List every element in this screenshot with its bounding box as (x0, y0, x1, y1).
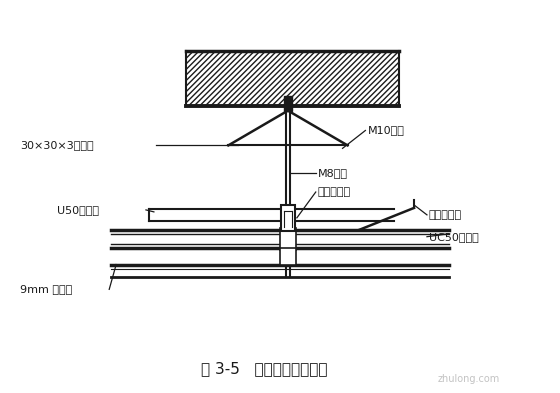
Text: 主龙骨吊件: 主龙骨吊件 (318, 187, 351, 197)
Text: 9mm 石膏板: 9mm 石膏板 (20, 285, 72, 294)
Text: zhulong.com: zhulong.com (437, 374, 500, 384)
Text: U50主龙骨: U50主龙骨 (57, 205, 99, 215)
Bar (186, 51, 399, 106)
Text: M10胀栓: M10胀栓 (367, 125, 404, 136)
Text: 30×30×3角钢件: 30×30×3角钢件 (20, 140, 94, 151)
Bar (280, 228, 296, 250)
Text: M8吊筋: M8吊筋 (318, 168, 348, 178)
Bar (280, 248, 296, 264)
Text: UC50次龙骨: UC50次龙骨 (429, 232, 479, 242)
Text: 图 3-5   石膏板吊顶剖面图: 图 3-5 石膏板吊顶剖面图 (200, 361, 327, 376)
Bar (281, 205, 295, 231)
Bar (284, 96, 292, 110)
Bar (186, 51, 399, 106)
Text: 次龙骨吊件: 次龙骨吊件 (429, 210, 462, 220)
